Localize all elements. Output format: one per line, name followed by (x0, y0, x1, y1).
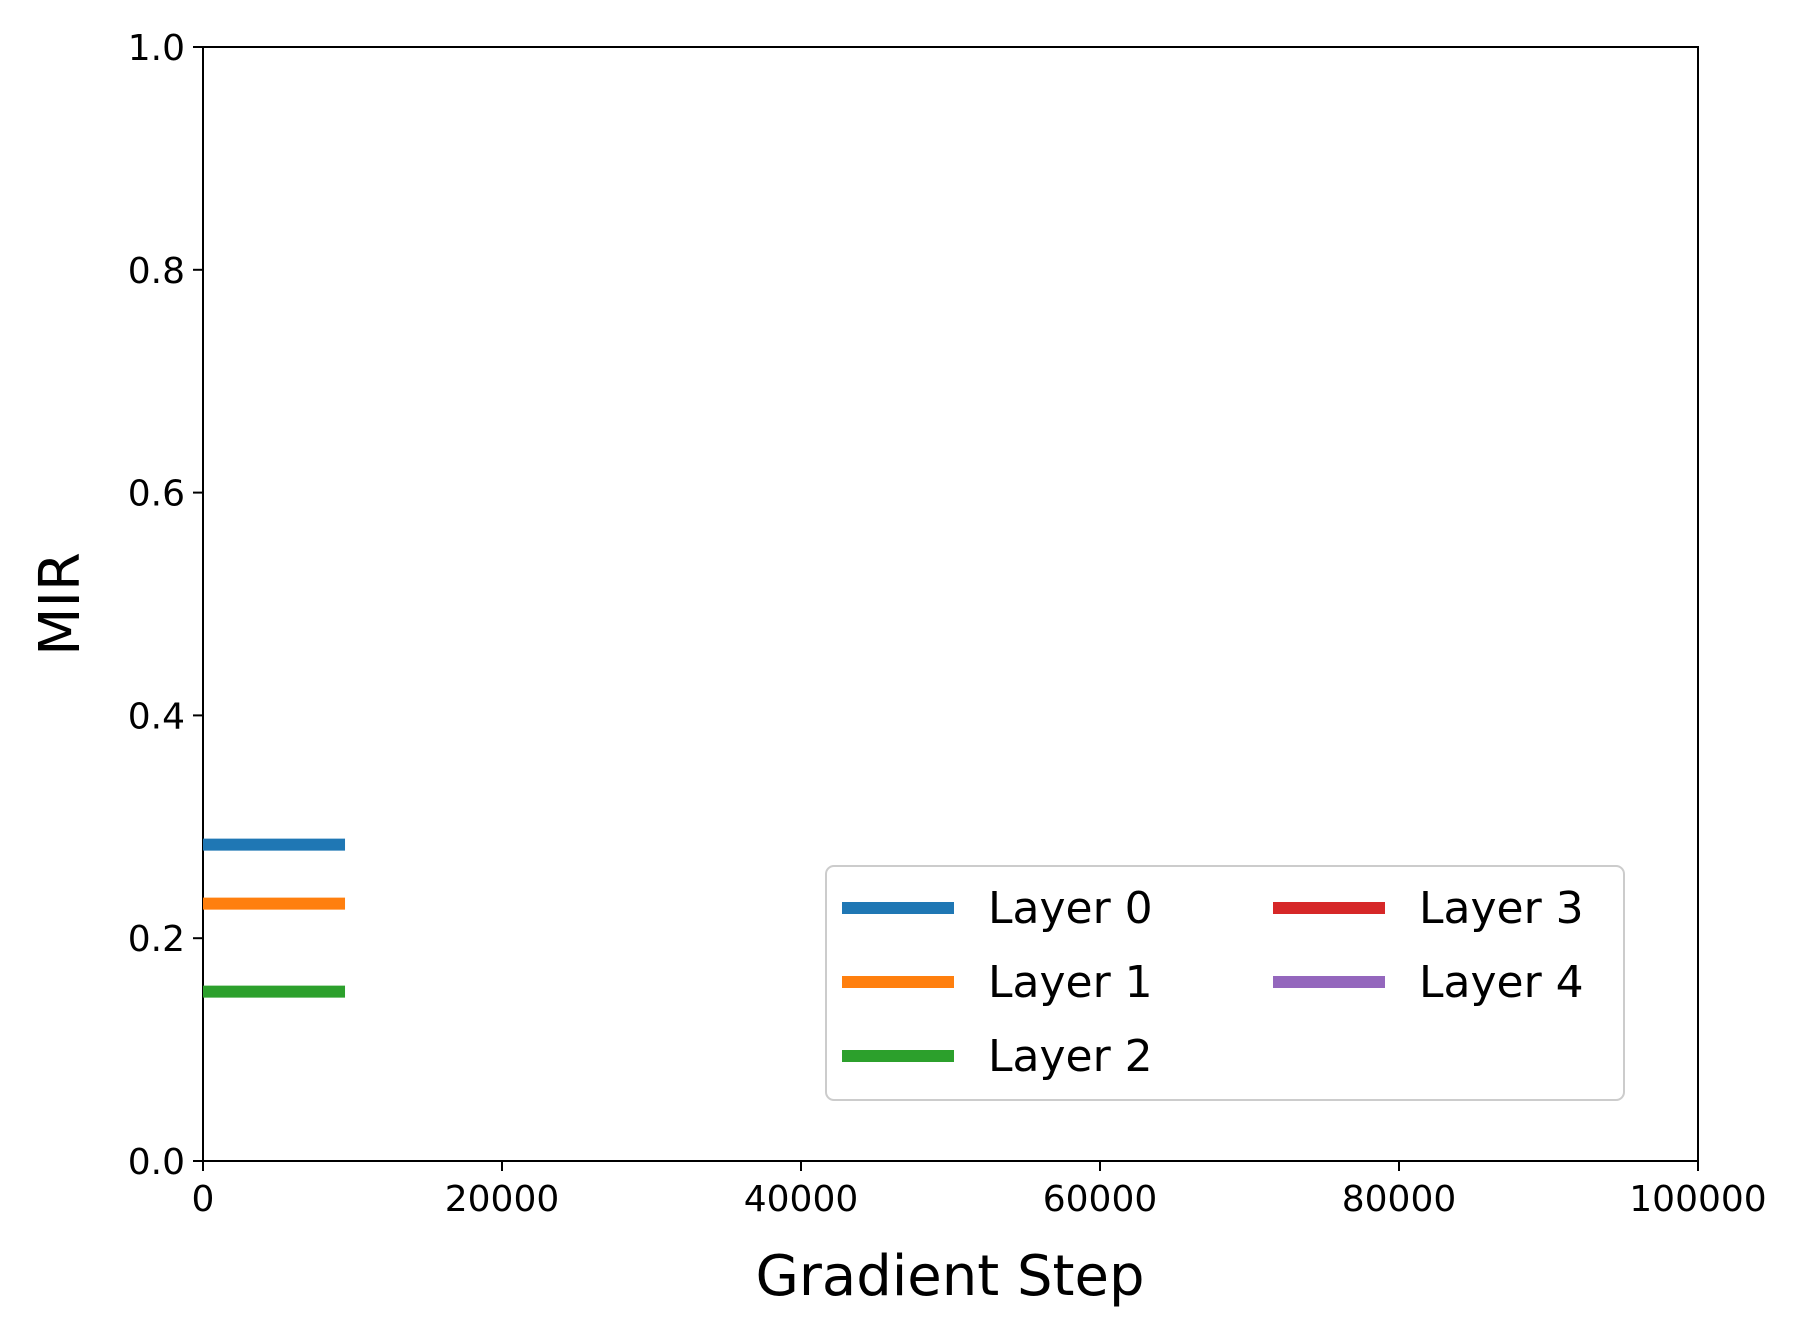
legend-label: Layer 2 (988, 1031, 1153, 1082)
legend: Layer 0 Layer 1 Layer 2 Layer 3 Layer 4 (825, 865, 1625, 1101)
y-tick-label: 0.4 (128, 696, 185, 737)
legend-label: Layer 3 (1419, 883, 1584, 934)
y-tick-label: 0.6 (128, 474, 185, 515)
legend-label: Layer 4 (1419, 957, 1584, 1008)
legend-label: Layer 0 (988, 883, 1153, 934)
x-tick-label: 60000 (1043, 1179, 1158, 1220)
y-axis-ticks: 0.0 0.2 0.4 0.6 0.8 1.0 (128, 28, 203, 1183)
x-tick-label: 20000 (445, 1179, 560, 1220)
x-axis-ticks: 0 20000 40000 60000 80000 100000 (192, 1161, 1767, 1220)
x-tick-label: 80000 (1342, 1179, 1457, 1220)
y-tick-label: 0.2 (128, 919, 185, 960)
series-lines (203, 838, 346, 998)
x-tick-label: 100000 (1629, 1179, 1766, 1220)
y-tick-label: 0.0 (128, 1142, 185, 1183)
legend-label: Layer 1 (988, 957, 1153, 1008)
legend-box (825, 865, 1625, 1101)
x-tick-label: 0 (192, 1179, 215, 1220)
y-axis-label: MIR (28, 552, 93, 656)
y-tick-label: 1.0 (128, 28, 185, 69)
y-tick-label: 0.8 (128, 251, 185, 292)
x-tick-label: 40000 (744, 1179, 859, 1220)
legend-items: Layer 0 Layer 1 Layer 2 Layer 3 Layer 4 (842, 883, 1584, 1082)
x-axis-label: Gradient Step (755, 1244, 1144, 1309)
